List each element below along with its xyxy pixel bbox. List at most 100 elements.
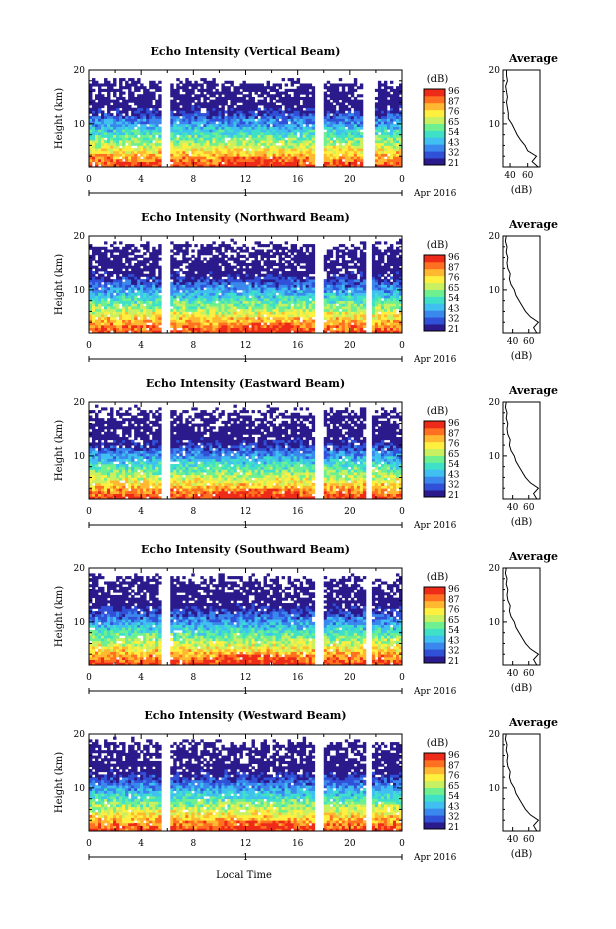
heatmap-cell bbox=[101, 110, 105, 114]
heatmap-cell bbox=[233, 279, 237, 283]
heatmap-cell bbox=[326, 107, 331, 111]
heatmap-cell bbox=[392, 126, 397, 130]
heatmap-cell bbox=[242, 140, 246, 144]
heatmap-cell bbox=[197, 254, 201, 258]
heatmap-cell bbox=[134, 327, 138, 331]
heatmap-cell bbox=[200, 145, 204, 149]
heatmap-cell bbox=[179, 129, 183, 133]
heatmap-cell bbox=[212, 164, 216, 168]
heatmap-cell bbox=[143, 153, 147, 157]
heatmap-cell bbox=[248, 150, 252, 154]
heatmap-cell bbox=[302, 145, 307, 149]
heatmap-cell bbox=[356, 115, 361, 119]
heatmap-cell bbox=[122, 297, 126, 302]
heatmap-cell bbox=[137, 292, 141, 296]
heatmap-cell bbox=[212, 254, 216, 258]
heatmap-cell bbox=[143, 306, 147, 310]
heatmap-cell bbox=[215, 257, 219, 261]
heatmap-cell bbox=[95, 308, 99, 312]
heatmap-cell bbox=[194, 113, 198, 117]
heatmap-cell bbox=[95, 287, 99, 291]
heatmap-cell bbox=[206, 88, 210, 92]
heatmap-cell bbox=[239, 268, 243, 272]
heatmap-cell bbox=[269, 284, 273, 288]
heatmap-cell bbox=[269, 115, 273, 119]
heatmap-cell bbox=[392, 99, 397, 103]
heatmap-cell bbox=[185, 271, 189, 275]
heatmap-cell bbox=[329, 145, 334, 149]
heatmap-cell bbox=[278, 161, 283, 165]
heatmap-cell bbox=[122, 118, 126, 122]
heatmap-cell bbox=[311, 129, 316, 133]
heatmap-cell bbox=[323, 134, 328, 138]
heatmap-cell bbox=[173, 306, 177, 310]
heatmap-cell bbox=[179, 150, 183, 154]
heatmap-cell bbox=[203, 96, 207, 101]
heatmap-cell bbox=[209, 105, 213, 109]
heatmap-cell bbox=[260, 330, 264, 334]
heatmap-cell bbox=[335, 91, 340, 95]
heatmap-cell bbox=[218, 249, 222, 253]
heatmap-cell bbox=[89, 327, 93, 331]
heatmap-cell bbox=[254, 148, 258, 152]
heatmap-cell bbox=[353, 105, 358, 109]
heatmap-cell bbox=[281, 324, 286, 329]
heatmap-cell bbox=[122, 303, 126, 307]
heatmap-cell bbox=[158, 327, 162, 331]
heatmap-cell bbox=[299, 300, 304, 304]
heatmap-cell bbox=[140, 271, 144, 275]
heatmap-cell bbox=[323, 327, 328, 331]
heatmap-cell bbox=[395, 121, 400, 125]
heatmap-cell bbox=[335, 131, 340, 136]
heatmap-cell bbox=[257, 94, 261, 98]
heatmap-cell bbox=[272, 303, 276, 307]
profile-title: Average bbox=[508, 52, 558, 65]
heatmap-cell bbox=[221, 316, 225, 320]
heatmap-cell bbox=[272, 295, 276, 299]
heatmap-cell bbox=[116, 295, 120, 299]
heatmap-cell bbox=[92, 158, 96, 163]
heatmap-cell bbox=[326, 129, 331, 133]
heatmap-cell bbox=[383, 123, 388, 127]
heatmap-cell bbox=[176, 284, 180, 288]
heatmap-cell bbox=[152, 113, 156, 117]
heatmap-cell bbox=[101, 322, 105, 326]
heatmap-cell bbox=[341, 96, 346, 101]
colorbar-frame bbox=[423, 88, 446, 166]
heatmap-cell bbox=[188, 80, 192, 84]
heatmap-cell bbox=[89, 271, 93, 275]
heatmap-cell bbox=[227, 279, 231, 283]
heatmap-cell bbox=[242, 300, 246, 304]
heatmap-cell bbox=[230, 142, 234, 146]
heatmap-cell bbox=[395, 150, 400, 154]
heatmap-cell bbox=[332, 158, 337, 163]
heatmap-cell bbox=[263, 300, 267, 304]
heatmap-cell bbox=[242, 137, 246, 141]
heatmap-cell bbox=[245, 123, 249, 127]
heatmap-cell bbox=[131, 80, 135, 84]
heatmap-cell bbox=[188, 284, 192, 288]
heatmap-cell bbox=[149, 268, 153, 272]
heatmap-cell bbox=[353, 129, 358, 133]
heatmap-cell bbox=[131, 110, 135, 114]
heatmap-cell bbox=[107, 102, 111, 106]
heatmap-cell bbox=[128, 284, 132, 288]
heatmap-cell bbox=[137, 324, 141, 329]
heatmap-cell bbox=[248, 319, 252, 323]
heatmap-cell bbox=[209, 287, 213, 291]
heatmap-cell bbox=[197, 158, 201, 163]
heatmap-cell bbox=[338, 96, 343, 101]
heatmap-cell bbox=[335, 260, 340, 264]
heatmap-cell bbox=[311, 126, 316, 130]
heatmap-cell bbox=[158, 257, 162, 261]
heatmap-cell bbox=[182, 153, 186, 157]
heatmap-cell bbox=[257, 273, 261, 277]
heatmap-cell bbox=[395, 161, 400, 165]
heatmap-cell bbox=[128, 311, 132, 315]
heatmap-cell bbox=[311, 252, 316, 256]
heatmap-cell bbox=[302, 295, 307, 299]
heatmap-cell bbox=[92, 295, 96, 299]
heatmap-cell bbox=[272, 308, 276, 312]
heatmap-cell bbox=[347, 126, 352, 130]
heatmap-cell bbox=[203, 145, 207, 149]
